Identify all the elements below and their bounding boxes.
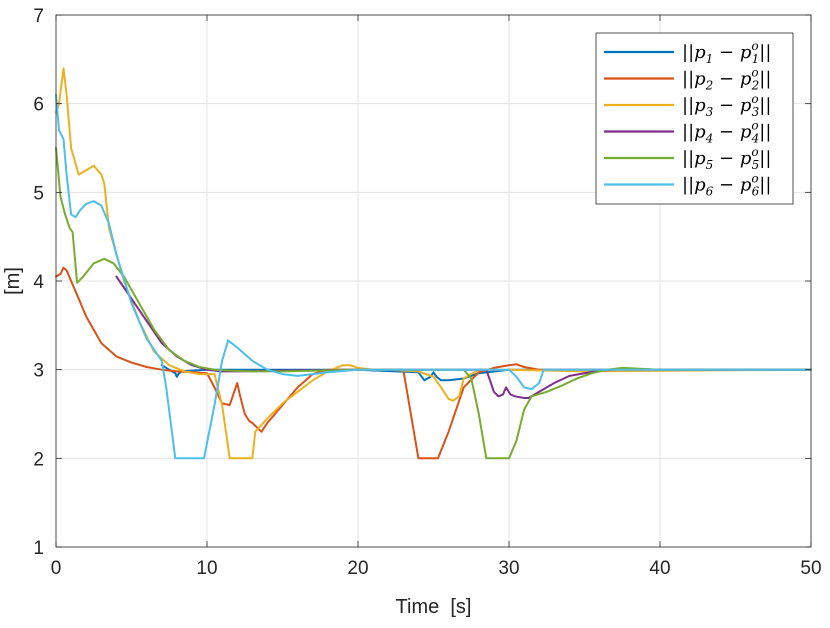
series-line-3 xyxy=(55,67,812,460)
tick-labels: 0 10 20 30 40 50 1 2 3 4 5 6 7 xyxy=(33,6,821,579)
y-tick-label: 2 xyxy=(33,449,44,470)
legend-label-6: ||p6 − po 6|| xyxy=(682,172,771,199)
x-tick-label: 10 xyxy=(196,558,217,579)
series-line-6 xyxy=(55,93,812,460)
legend-label-4: ||p4 − po 4|| xyxy=(682,119,771,146)
y-tick-label: 5 xyxy=(33,183,44,204)
legend-label-1: ||p1 − po 1|| xyxy=(682,39,771,66)
x-tick-label: 30 xyxy=(498,558,519,579)
legend-label-2: ||p2 − po 2|| xyxy=(682,66,771,93)
series-line-2 xyxy=(55,266,812,460)
y-tick-label: 4 xyxy=(33,272,44,293)
series-lines xyxy=(55,67,812,460)
series-line-5 xyxy=(55,147,812,460)
legend-box xyxy=(595,32,794,205)
y-tick-label: 3 xyxy=(33,361,44,382)
x-axis-label: Time [s] xyxy=(396,596,472,618)
x-tick-label: 0 xyxy=(51,558,62,579)
plot-frame xyxy=(55,14,812,548)
legend: ||p1 − po 1||||p2 − po 2||||p3 − po 3||||p4… xyxy=(595,32,794,205)
x-tick-label: 50 xyxy=(800,558,821,579)
y-axis-label: [m] xyxy=(2,267,24,295)
legend-label-5: ||p5 − po 5|| xyxy=(682,145,771,172)
y-tick-label: 6 xyxy=(33,95,44,116)
legend-label-3: ||p3 − po 3|| xyxy=(682,92,771,119)
y-tick-label: 7 xyxy=(33,6,44,27)
y-tick-label: 1 xyxy=(33,538,44,559)
x-tick-label: 40 xyxy=(649,558,670,579)
x-tick-label: 20 xyxy=(347,558,368,579)
